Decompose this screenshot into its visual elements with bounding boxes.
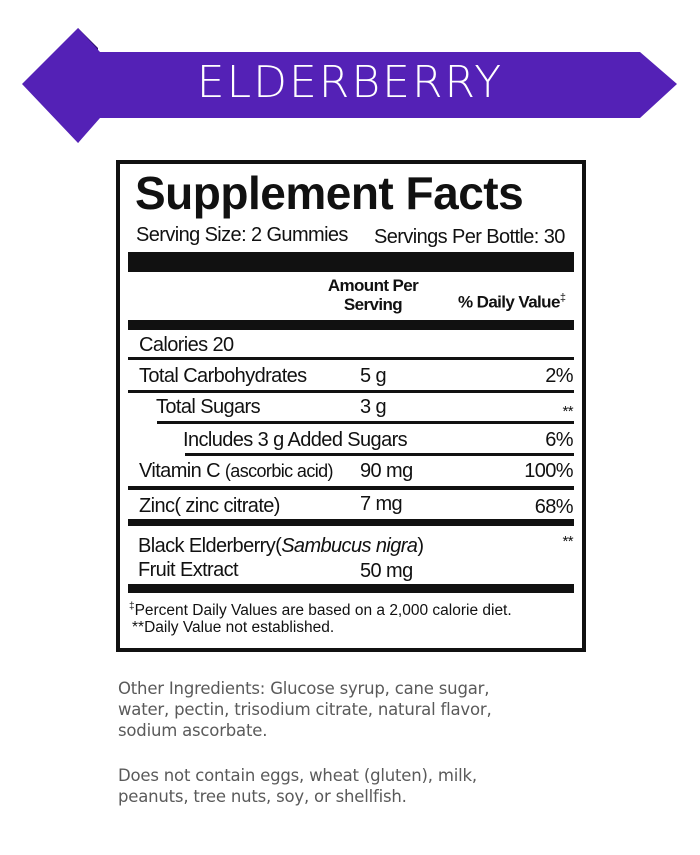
banner-ribbon <box>22 28 677 143</box>
paren-close: ) <box>417 535 424 557</box>
divider <box>128 320 574 330</box>
double-dagger-mark: ‡ <box>129 601 135 612</box>
allergen-line: Does not contain eggs, wheat (gluten), m… <box>118 766 477 785</box>
header-amount-line2: Serving <box>343 295 403 314</box>
header-amount: Amount Per Serving <box>318 276 428 314</box>
amount-zinc: 7 mg <box>360 493 403 515</box>
serving-size: Serving Size: 2 Gummies <box>136 224 348 246</box>
divider <box>157 421 574 424</box>
header-daily-value: % Daily Value‡ <box>458 286 566 315</box>
amount-elderberry: 50 mg <box>360 560 413 582</box>
supplement-facts-panel <box>116 160 586 652</box>
row-zinc: Zinc( zinc citrate) <box>139 494 280 518</box>
divider <box>128 252 574 272</box>
vitamin-c-source: (ascorbic acid) <box>224 461 334 481</box>
divider <box>128 584 574 593</box>
row-added-sugars: Includes 3 g Added Sugars <box>183 429 408 451</box>
header-dv-label: % Daily Value <box>458 292 560 312</box>
dv-vitamin-c: 100% <box>524 460 573 482</box>
dv-elderberry: ** <box>562 533 574 550</box>
divider <box>128 519 574 526</box>
facts-title: Supplement Facts <box>135 167 524 219</box>
other-ingredients-line: sodium ascorbate. <box>118 721 268 740</box>
paren-open: ( <box>275 535 282 557</box>
divider <box>128 486 574 490</box>
other-ingredients: Other Ingredients: Glucose syrup, cane s… <box>118 678 492 741</box>
zinc-source: ( zinc citrate) <box>174 495 280 517</box>
row-vitamin-c: Vitamin C (ascorbic acid) <box>139 459 334 483</box>
divider <box>185 453 574 456</box>
dv-zinc: 68% <box>534 496 574 518</box>
divider <box>128 357 574 360</box>
banner-shape <box>22 28 677 143</box>
elderberry-line2: Fruit Extract <box>138 559 239 581</box>
header-amount-line1: Amount Per <box>327 276 419 295</box>
allergen-line: peanuts, tree nuts, soy, or shellfish. <box>118 787 407 806</box>
row-total-sugars: Total Sugars <box>156 396 261 418</box>
amount-vitamin-c: 90 mg <box>360 460 413 482</box>
other-ingredients-line: water, pectin, trisodium citrate, natura… <box>118 700 492 719</box>
servings-per-bottle: Servings Per Bottle: 30 <box>374 226 565 248</box>
footnote1-text: Percent Daily Values are based on a 2,00… <box>134 602 512 620</box>
allergen-statement: Does not contain eggs, wheat (gluten), m… <box>118 765 477 807</box>
dv-added-sugars: 6% <box>545 429 573 451</box>
zinc-name: Zinc <box>139 495 175 517</box>
amount-total-carbohydrates: 5 g <box>360 365 387 387</box>
elderberry-latin: Sambucus nigra <box>281 535 418 557</box>
dv-total-carbohydrates: 2% <box>545 365 573 387</box>
footnote-not-established: **Daily Value not established. <box>132 619 335 636</box>
footnote-daily-values: ‡Percent Daily Values are based on a 2,0… <box>129 597 512 621</box>
calories: Calories 20 <box>139 334 234 356</box>
amount-total-sugars: 3 g <box>360 396 387 418</box>
dv-total-sugars: ** <box>562 403 574 420</box>
other-ingredients-line: Other Ingredients: Glucose syrup, cane s… <box>118 679 490 698</box>
row-total-carbohydrates: Total Carbohydrates <box>139 365 307 387</box>
row-elderberry: Black Elderberry(Sambucus nigra) <box>138 534 424 558</box>
elderberry-name: Black Elderberry <box>138 535 276 557</box>
vitamin-c-name: Vitamin C <box>139 460 221 482</box>
double-dagger-mark: ‡ <box>559 292 566 304</box>
divider <box>128 390 574 393</box>
banner-title: ELDERBERRY <box>196 57 504 108</box>
